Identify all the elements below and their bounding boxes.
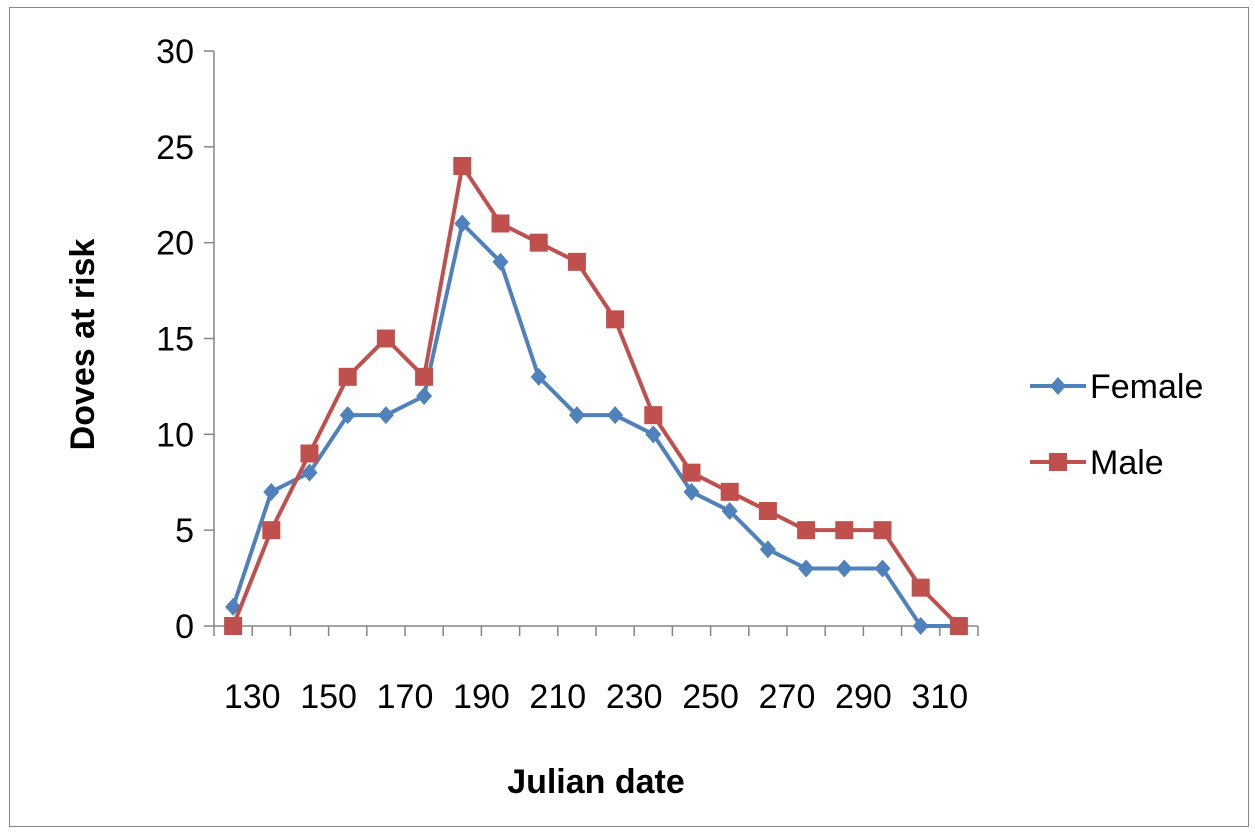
data-point-male: [453, 157, 472, 175]
data-point-male: [911, 578, 930, 597]
data-point-female: [416, 387, 433, 405]
x-axis-title: Julian date: [507, 763, 685, 801]
data-point-female: [377, 406, 394, 425]
data-point-male: [338, 367, 357, 386]
y-tick-label: 20: [156, 225, 194, 263]
legend-marker-female: [1050, 377, 1066, 395]
data-point-male: [835, 521, 854, 540]
data-point-male: [606, 310, 625, 329]
data-point-female: [874, 559, 891, 578]
x-tick-label: 310: [911, 678, 968, 716]
x-tick-label: 230: [606, 678, 663, 716]
data-point-female: [645, 425, 662, 444]
y-tick-label: 25: [156, 129, 194, 167]
legend-label-female: Female: [1090, 368, 1203, 406]
x-tick-label: 250: [682, 678, 739, 716]
axes: [213, 51, 978, 627]
data-point-female: [759, 540, 776, 559]
legend-marker-male: [1049, 453, 1067, 471]
data-point-male: [873, 521, 892, 540]
series-line-male: [231, 164, 961, 628]
x-tick-label: 150: [300, 678, 357, 716]
data-point-female: [912, 617, 929, 635]
x-tick-label: 270: [759, 678, 816, 716]
x-tick-label: 210: [529, 678, 586, 716]
data-point-male: [682, 463, 701, 482]
data-point-male: [300, 444, 319, 463]
data-point-female: [492, 252, 509, 271]
data-point-female: [721, 502, 738, 520]
line-chart: 0 5 10 15 20 25 30 130 150 170 190 210 230 250 270 290…: [64, 33, 1203, 801]
x-tick-label: 190: [453, 678, 510, 716]
data-point-female: [607, 406, 624, 425]
data-point-male: [797, 521, 816, 540]
data-point-female: [683, 482, 700, 501]
y-tick-label: 0: [175, 608, 194, 646]
y-tick-label: 15: [156, 321, 194, 359]
x-tick-label: 290: [835, 678, 892, 716]
data-point-male: [529, 233, 548, 252]
data-point-female: [339, 406, 356, 425]
data-point-male: [491, 214, 510, 233]
series-layer: [224, 157, 968, 635]
x-tick-label: 130: [224, 678, 281, 716]
data-point-male: [758, 502, 777, 520]
data-point-female: [263, 482, 280, 501]
data-point-male: [720, 482, 739, 501]
data-point-female: [798, 559, 815, 578]
x-tick-label: 170: [377, 678, 434, 716]
data-point-male: [415, 367, 434, 386]
y-axis-title: Doves at risk: [64, 239, 102, 451]
data-point-female: [568, 406, 585, 425]
data-point-male: [567, 252, 586, 271]
y-tick-label: 10: [156, 416, 194, 454]
data-point-female: [301, 463, 318, 482]
data-point-female: [530, 367, 547, 386]
chart-area: 0 5 10 15 20 25 30 130 150 170 190 210 230 250 270 290…: [9, 7, 1249, 827]
y-tick-label: 30: [156, 33, 194, 71]
legend: Female Male: [1030, 368, 1203, 482]
data-point-female: [836, 559, 853, 578]
x-axis-ticks: 130 150 170 190 210 230 250 270 290 310: [213, 626, 979, 716]
data-point-male: [262, 521, 281, 540]
legend-label-male: Male: [1090, 444, 1164, 482]
data-point-male: [376, 329, 395, 348]
y-tick-label: 5: [175, 512, 194, 550]
y-axis-ticks: 0 5 10 15 20 25 30: [156, 33, 214, 646]
series-line-female: [231, 221, 959, 628]
data-point-male: [644, 406, 663, 425]
data-point-male: [949, 617, 968, 635]
data-point-male: [224, 617, 243, 635]
data-point-female: [454, 214, 471, 233]
